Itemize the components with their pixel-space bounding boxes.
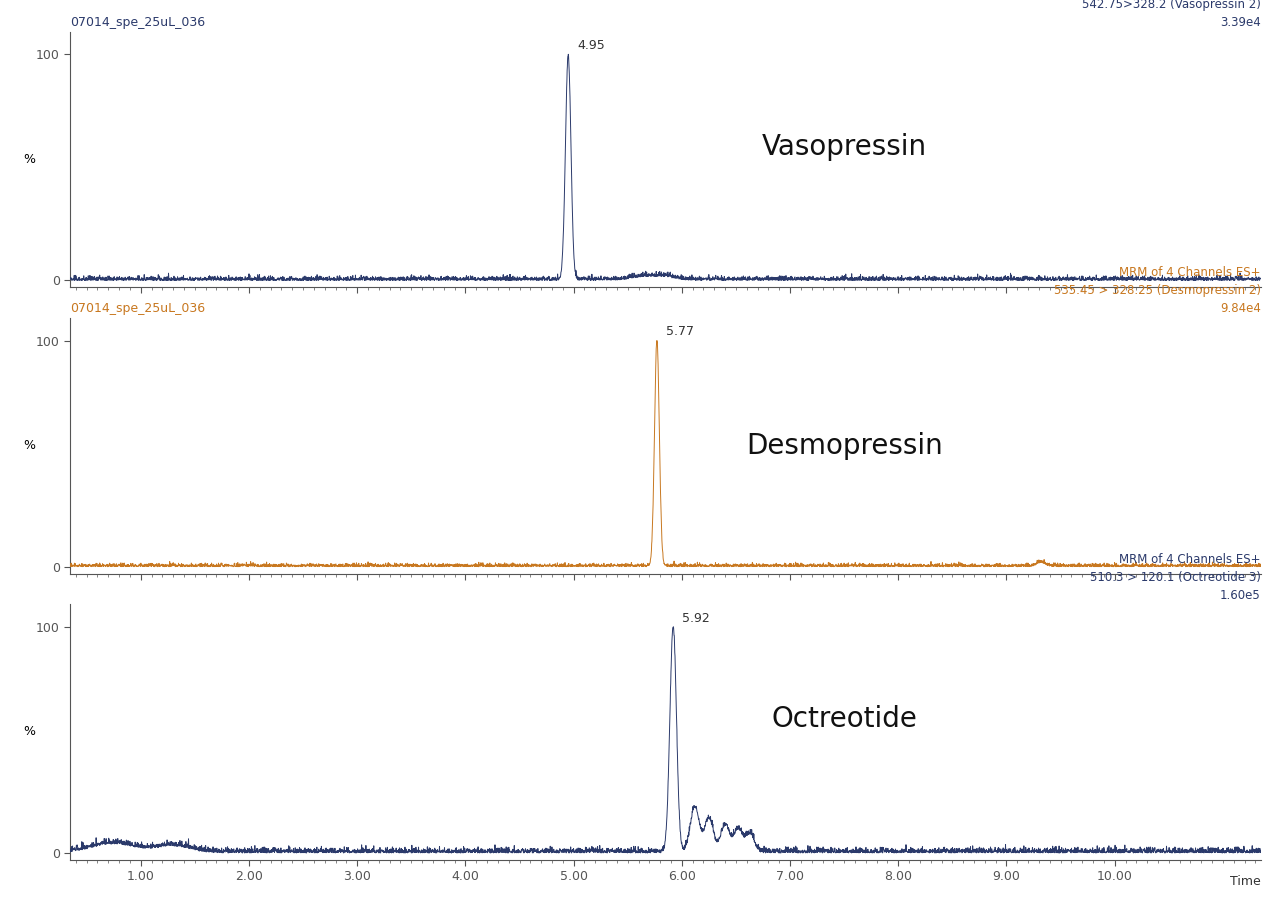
Text: 07014_spe_25uL_036: 07014_spe_25uL_036 xyxy=(70,16,206,29)
Y-axis label: %: % xyxy=(23,153,35,166)
Y-axis label: %: % xyxy=(23,439,35,452)
Text: Time: Time xyxy=(1230,875,1261,888)
Text: 4.95: 4.95 xyxy=(577,39,604,52)
Text: Octreotide: Octreotide xyxy=(772,705,916,733)
Text: MRM of 4 Channels ES+
510.3 > 120.1 (Octreotide 3)
1.60e5: MRM of 4 Channels ES+ 510.3 > 120.1 (Oct… xyxy=(1091,553,1261,602)
Text: 5.77: 5.77 xyxy=(666,325,694,338)
Text: Desmopressin: Desmopressin xyxy=(746,432,942,460)
Text: MRM of 4 Channels ES+
542.75>328.2 (Vasopressin 2)
3.39e4: MRM of 4 Channels ES+ 542.75>328.2 (Vaso… xyxy=(1082,0,1261,29)
Y-axis label: %: % xyxy=(23,726,35,738)
Text: 5.92: 5.92 xyxy=(682,612,709,624)
Text: 07014_spe_25uL_036: 07014_spe_25uL_036 xyxy=(70,302,206,315)
Text: MRM of 4 Channels ES+
535.45 > 328.25 (Desmopressin 2)
9.84e4: MRM of 4 Channels ES+ 535.45 > 328.25 (D… xyxy=(1053,266,1261,315)
Text: Vasopressin: Vasopressin xyxy=(762,133,927,161)
